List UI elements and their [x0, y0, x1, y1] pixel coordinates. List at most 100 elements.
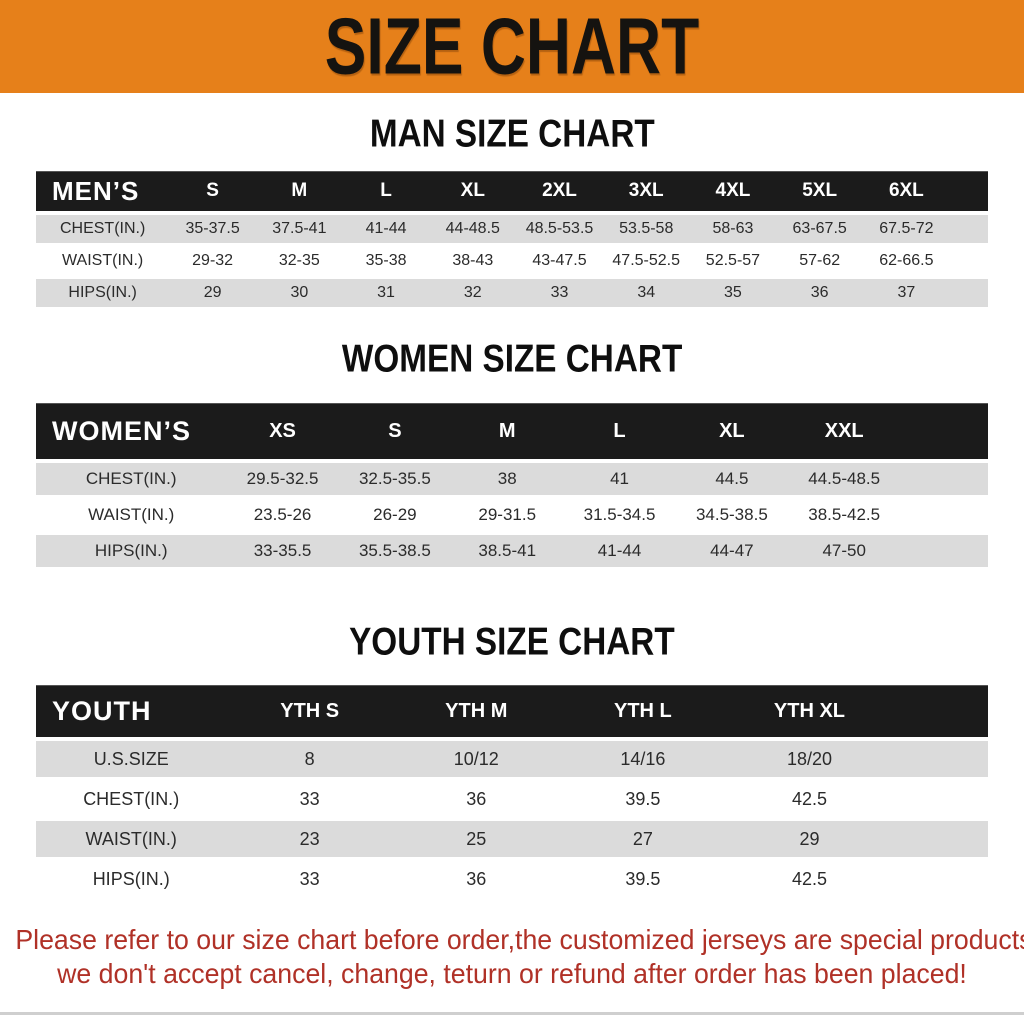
women-section-heading-text: WOMEN SIZE CHART: [341, 336, 683, 380]
row-label: CHEST(IN.): [83, 788, 180, 809]
size-value-cell: 14/16: [620, 748, 666, 769]
size-value-cell: 62-66.5: [879, 252, 934, 269]
size-value-cell: 48.5-53.5: [525, 220, 594, 237]
size-value-cell: 29: [203, 284, 222, 301]
size-value-cell: 37: [897, 284, 916, 301]
youth-size-table: YOUTH YTH S YTH M YTH L YTH XL U.S.SIZE 8 10/12…: [36, 685, 988, 897]
table-row: WAIST(IN.) 29-32 32-35 35-38 38-43 43-47.5 47.…: [36, 247, 988, 275]
size-col-header: 2XL: [542, 180, 577, 201]
size-value-cell: 67.5-72: [879, 220, 934, 237]
size-col-header: XL: [460, 180, 485, 201]
size-value-cell: 41-44: [597, 541, 642, 560]
size-value-cell: 32: [463, 284, 482, 301]
size-value-cell: 33-35.5: [253, 541, 312, 560]
footer-notice-line-2: we don't accept cancel, change, teturn o…: [57, 958, 967, 989]
youth-section-heading: YOUTH SIZE CHART: [0, 622, 1024, 662]
size-value-cell: 30: [290, 284, 309, 301]
size-value-cell: 23.5-26: [253, 505, 312, 524]
size-col-header: XS: [269, 419, 296, 442]
banner: SIZE CHART: [0, 0, 1024, 93]
size-value-cell: 37.5-41: [272, 220, 327, 237]
size-value-cell: 38: [497, 469, 517, 488]
row-label: HIPS(IN.): [92, 868, 170, 889]
size-col-header: YTH M: [445, 699, 508, 722]
size-col-header: 3XL: [628, 180, 664, 201]
size-col-header: M: [291, 180, 308, 201]
size-value-cell: 36: [466, 788, 487, 809]
size-value-cell: 33: [299, 788, 320, 809]
size-value-cell: 23: [299, 828, 320, 849]
size-col-header: 4XL: [715, 180, 751, 201]
size-value-cell: 29: [799, 828, 820, 849]
size-col-header: L: [380, 180, 392, 201]
row-label: CHEST(IN.): [59, 220, 146, 237]
size-value-cell: 35: [724, 284, 742, 301]
table-row: U.S.SIZE 8 10/12 14/16 18/20: [36, 741, 988, 777]
banner-title: SIZE CHART: [324, 1, 700, 91]
size-value-cell: 31: [377, 284, 395, 301]
section-women: WOMEN SIZE CHART WOMEN’S XS S M L XL XXL CHEST(…: [0, 336, 1024, 567]
size-col-header: S: [206, 180, 219, 201]
size-value-cell: 44.5-48.5: [808, 469, 881, 488]
size-value-cell: 29.5-32.5: [246, 469, 319, 488]
size-value-cell: 53.5-58: [619, 220, 674, 237]
size-value-cell: 58-63: [712, 220, 754, 237]
size-col-header: L: [613, 419, 626, 442]
size-value-cell: 52.5-57: [705, 252, 761, 269]
size-value-cell: 36: [810, 284, 829, 301]
size-col-header: 6XL: [888, 180, 924, 201]
table-row: WAIST(IN.) 23 25 27 29: [36, 821, 988, 857]
size-value-cell: 63-67.5: [792, 220, 847, 237]
women-section-heading: WOMEN SIZE CHART: [0, 336, 1024, 380]
table-row: CHEST(IN.) 29.5-32.5 32.5-35.5 38 41 44.5 44.5…: [36, 463, 988, 495]
size-value-cell: 31.5-34.5: [583, 505, 656, 524]
women-size-table: WOMEN’S XS S M L XL XXL CHEST(IN.) 29.5-32.5 32.5…: [36, 403, 988, 567]
size-value-cell: 38-43: [452, 252, 494, 269]
size-value-cell: 57-62: [799, 252, 841, 269]
size-value-cell: 42.5: [791, 788, 827, 809]
size-value-cell: 42.5: [791, 868, 827, 889]
size-value-cell: 38.5-41: [478, 541, 537, 560]
row-label: WAIST(IN.): [85, 828, 177, 849]
row-label: WAIST(IN.): [62, 252, 144, 269]
footer-notice: Please refer to our size chart before or…: [0, 923, 1024, 991]
size-value-cell: 29-32: [192, 252, 234, 269]
size-value-cell: 27: [632, 828, 653, 849]
table-corner-label: YOUTH: [52, 695, 152, 726]
size-col-header: 5XL: [802, 180, 838, 201]
table-header-row: WOMEN’S XS S M L XL XXL: [36, 403, 988, 459]
table-corner-label: WOMEN’S: [52, 415, 191, 446]
footer-notice-line-1: Please refer to our size chart before or…: [15, 924, 1024, 955]
row-label: HIPS(IN.): [94, 541, 168, 560]
table-corner-label: MEN’S: [52, 175, 140, 206]
section-youth: YOUTH SIZE CHART YOUTH YTH S YTH M YTH L YTH…: [0, 622, 1024, 897]
size-col-header: YTH L: [613, 699, 672, 722]
size-value-cell: 38.5-42.5: [808, 505, 881, 524]
size-value-cell: 41: [610, 469, 629, 488]
table-row: CHEST(IN.) 33 36 39.5 42.5: [36, 781, 988, 817]
size-value-cell: 47.5-52.5: [612, 252, 681, 269]
table-row: HIPS(IN.) 33 36 39.5 42.5: [36, 861, 988, 897]
men-section-heading: MAN SIZE CHART: [0, 114, 1024, 154]
row-label: U.S.SIZE: [93, 748, 169, 769]
table-header-row: MEN’S S M L XL 2XL 3XL 4XL 5XL 6XL: [36, 171, 988, 211]
size-col-header: M: [498, 419, 516, 442]
size-value-cell: 35-37.5: [185, 220, 240, 237]
size-col-header: XL: [719, 419, 745, 442]
size-col-header: YTH XL: [773, 699, 846, 722]
size-value-cell: 36: [466, 868, 487, 889]
size-value-cell: 34: [637, 284, 656, 301]
size-value-cell: 8: [304, 748, 315, 769]
size-value-cell: 35.5-38.5: [358, 541, 431, 560]
size-value-cell: 35-38: [365, 252, 407, 269]
size-value-cell: 32-35: [278, 252, 320, 269]
size-col-header: XXL: [824, 419, 864, 442]
size-value-cell: 29-31.5: [478, 505, 537, 524]
size-col-header: S: [388, 419, 402, 442]
size-col-header: YTH S: [280, 699, 340, 722]
row-label: WAIST(IN.): [88, 505, 175, 524]
men-size-table: MEN’S S M L XL 2XL 3XL 4XL 5XL 6XL CHEST(IN.) 35-37…: [36, 171, 988, 307]
size-value-cell: 33: [299, 868, 320, 889]
size-value-cell: 39.5: [625, 868, 661, 889]
